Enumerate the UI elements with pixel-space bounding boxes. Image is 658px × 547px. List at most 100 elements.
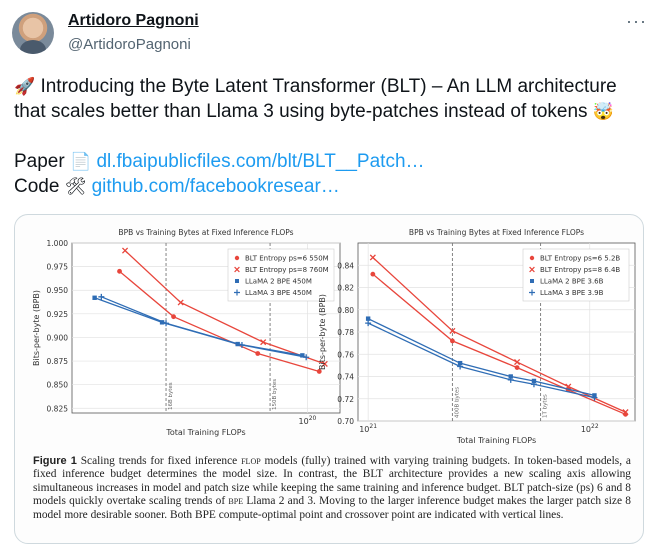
chart-2: BPB vs Training Bytes at Fixed Inference… (318, 228, 636, 445)
data-point (591, 394, 598, 401)
data-point (622, 409, 629, 416)
legend-label: BLT Entropy ps=8 760M (245, 266, 329, 274)
caption-text-5: Llama 2 and 3. Moving to the larger infe… (33, 495, 631, 521)
rocket-icon: 🚀 (14, 77, 36, 96)
caption-text-4: bpe (228, 495, 244, 508)
data-point (260, 339, 267, 346)
legend-label: BLT Entropy ps=6 550M (245, 255, 329, 263)
y-tick-label: 0.950 (47, 286, 69, 295)
media-image[interactable]: BPB vs Training Bytes at Fixed Inference… (14, 214, 644, 544)
y-tick-label: 1.000 (47, 239, 69, 248)
y-tick-label: 0.875 (47, 357, 69, 366)
legend-marker (530, 279, 534, 283)
series-line (119, 270, 320, 373)
paper-label: Paper (14, 151, 65, 172)
caption-text-3: models (fully) trained with varying trai… (33, 455, 631, 508)
data-point (514, 365, 520, 370)
data-point (530, 381, 537, 388)
data-point (163, 320, 170, 327)
legend-label: BLT Entropy ps=6 5.2B (540, 255, 620, 263)
legend (522, 248, 630, 302)
y-tick-label: 0.78 (337, 328, 354, 337)
data-point (365, 320, 372, 327)
data-point (98, 293, 105, 300)
data-point (300, 353, 305, 358)
vertical-line-label: 16B bytes (168, 382, 174, 410)
y-tick-label: 0.84 (337, 261, 354, 270)
data-point (92, 295, 97, 300)
document-icon: 📄 (69, 152, 92, 171)
legend-marker (234, 266, 240, 273)
chart-title: BPB vs Training Bytes at Fixed Inference… (118, 228, 293, 237)
caption-text-1: Scaling trends for fixed inference (80, 455, 242, 467)
chart-1: BPB vs Training Bytes at Fixed Inference… (32, 228, 341, 437)
y-axis-label: Bits-per-byte (BPB) (318, 294, 327, 370)
legend-marker (529, 255, 535, 261)
data-point (255, 351, 261, 356)
data-point (121, 247, 129, 254)
data-point (457, 360, 463, 366)
data-point (531, 378, 537, 384)
y-tick-label: 0.74 (337, 373, 354, 382)
more-horizontal-icon[interactable]: ··· (626, 11, 647, 31)
paper-link[interactable]: dl.fbaipublicfiles.com/blt/BLT__Patch… (96, 151, 425, 172)
y-tick-label: 0.900 (47, 333, 69, 342)
legend-marker (235, 279, 239, 283)
tools-icon: 🛠 (64, 177, 87, 196)
y-tick-label: 0.76 (337, 350, 354, 359)
data-point (449, 327, 456, 334)
data-point (321, 360, 328, 367)
data-point (117, 268, 122, 274)
author-handle[interactable]: @ArtidoroPagnoni (68, 36, 191, 53)
legend-label: LLaMA 3 BPE 3.9B (540, 289, 604, 297)
legend-label: BLT Entropy ps=8 6.4B (540, 266, 620, 274)
y-tick-label: 0.82 (337, 284, 354, 293)
legend-label: LLaMA 2 BPE 3.6B (540, 278, 604, 286)
vertical-line-label: 1T bytes (543, 394, 549, 418)
exploding-head-icon: 🤯 (592, 102, 614, 121)
y-tick-label: 0.925 (47, 310, 69, 319)
x-tick-label: 1020 (299, 415, 317, 426)
data-point (457, 363, 464, 370)
y-axis-label: Bits-per-byte (BPB) (32, 290, 41, 366)
caption-label: Figure 1 (33, 455, 77, 467)
data-point (507, 376, 514, 383)
legend-label: LLaMA 2 BPE 450M (245, 278, 312, 286)
data-point (316, 369, 322, 374)
y-tick-label: 0.80 (337, 306, 354, 315)
data-point (450, 338, 455, 344)
code-label: Code (14, 176, 60, 197)
series-line (101, 296, 307, 358)
series-line (124, 250, 326, 365)
data-point (365, 316, 371, 321)
data-point (508, 374, 513, 379)
data-point (171, 314, 176, 320)
y-tick-label: 0.825 (47, 404, 69, 413)
x-tick-label: 1022 (581, 423, 599, 434)
data-point (177, 299, 184, 306)
figure-caption: Figure 1 Scaling trends for fixed infere… (33, 455, 631, 522)
legend-marker (529, 289, 535, 296)
x-axis-label: Total Training FLOPs (165, 428, 245, 437)
caption-text-2: flop (241, 455, 261, 467)
author-name[interactable]: Artidoro Pagnoni (68, 12, 199, 29)
tweet-line-2: that scales better than Llama 3 using by… (14, 101, 588, 122)
data-point (238, 342, 245, 348)
x-axis-label: Total Training FLOPs (456, 436, 536, 445)
data-point (369, 254, 376, 261)
tweet-text: 🚀 Introducing the Byte Latent Transforme… (14, 74, 644, 199)
legend-label: LLaMA 3 BPE 450M (245, 289, 312, 297)
legend-marker (234, 289, 240, 296)
vertical-line-label: 150B bytes (272, 379, 278, 410)
vertical-line-label: 400B bytes (454, 387, 460, 418)
legend (227, 248, 335, 302)
data-point (303, 354, 310, 361)
code-link[interactable]: github.com/facebookresear… (91, 176, 340, 197)
tweet-line-1: Introducing the Byte Latent Transformer … (40, 76, 617, 97)
x-tick-label: 1021 (359, 423, 377, 434)
y-tick-label: 0.975 (47, 263, 69, 272)
figure-charts: BPB vs Training Bytes at Fixed Inference… (32, 228, 636, 445)
avatar[interactable] (12, 12, 54, 54)
chart-title: BPB vs Training Bytes at Fixed Inference… (409, 228, 584, 237)
data-point (370, 271, 376, 277)
